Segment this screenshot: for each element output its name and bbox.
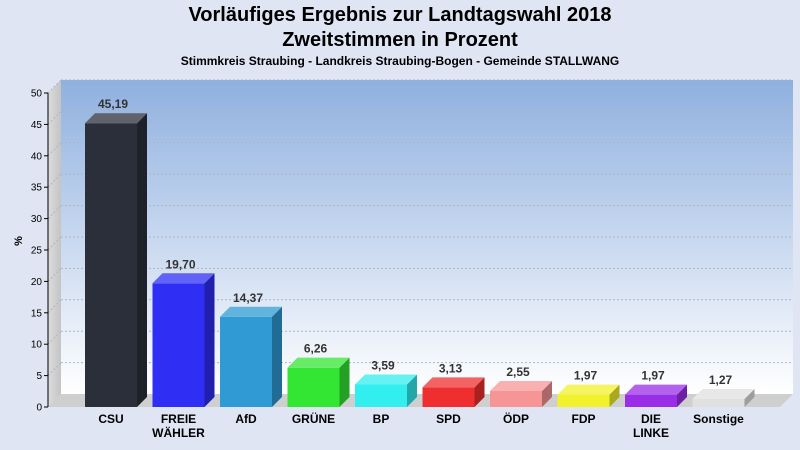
x-tick-label: FDP <box>572 412 596 426</box>
bar-front <box>557 394 610 407</box>
bar-top <box>625 384 687 395</box>
bar <box>490 380 552 407</box>
x-tick-label: Sonstige <box>693 412 744 426</box>
data-label: 3,59 <box>371 358 395 372</box>
bar-side <box>204 273 215 407</box>
data-label: 1,27 <box>709 373 733 387</box>
gridline-side <box>47 205 62 219</box>
x-tick-label: DIE LINKE <box>633 412 669 440</box>
bar-side <box>474 377 485 407</box>
x-tick-label-line: AfD <box>235 412 257 426</box>
x-tick-label-line: DIE <box>641 412 661 426</box>
gridline-side <box>47 111 62 125</box>
x-tick-label: AfD <box>235 412 257 426</box>
x-tick-label-line: ÖDP <box>503 411 529 426</box>
bar-front <box>220 316 272 407</box>
bar-top <box>287 357 350 368</box>
x-tick-label: FREIE WÄHLER <box>152 412 205 440</box>
bar-front <box>422 387 475 407</box>
x-tick-label-line: WÄHLER <box>152 425 205 440</box>
data-label: 14,37 <box>233 291 263 305</box>
bar <box>422 377 485 407</box>
bar-top <box>355 374 417 385</box>
bar-front <box>85 123 137 408</box>
gridline-side <box>47 330 62 345</box>
data-label: 3,13 <box>439 361 463 375</box>
bar-side <box>677 384 687 407</box>
bar-top <box>692 389 755 400</box>
x-tick-label-line: Sonstige <box>693 412 744 426</box>
chart-location: Stimmkreis Straubing - Landkreis Straubi… <box>180 54 620 68</box>
data-label: 6,26 <box>304 342 328 356</box>
bar-side <box>744 389 755 407</box>
y-tick-label: 10 <box>31 340 43 351</box>
x-tick-label: SPD <box>436 412 461 426</box>
gridline-side <box>47 268 62 282</box>
y-tick-label: 40 <box>31 151 43 162</box>
bar-top <box>422 377 485 388</box>
y-tick-label: 15 <box>31 308 43 319</box>
gridline-side <box>47 236 62 251</box>
bar <box>692 389 755 407</box>
bar-top <box>220 306 282 317</box>
bar <box>152 273 215 407</box>
data-label: 45,19 <box>98 97 128 111</box>
data-label: 2,55 <box>506 365 530 379</box>
bar-front <box>490 390 542 407</box>
bar <box>355 374 417 407</box>
bar-top <box>85 113 147 124</box>
data-label: 1,97 <box>574 369 598 383</box>
bar-side <box>137 113 147 408</box>
x-tick-label-line: CSU <box>98 412 123 426</box>
x-tick-label: GRÜNE <box>292 411 335 426</box>
bar <box>557 384 620 407</box>
gridline-side <box>47 79 62 94</box>
y-tick-label: 20 <box>31 277 43 288</box>
bar-front <box>152 283 205 407</box>
bar-side <box>407 374 417 407</box>
x-tick-label-line: BP <box>373 412 390 426</box>
y-tick-label: 50 <box>31 89 43 100</box>
bar-front <box>287 367 340 407</box>
x-tick-label: BP <box>373 412 390 426</box>
data-label: 1,97 <box>641 369 665 383</box>
y-tick-label: 5 <box>36 371 42 382</box>
bar-front <box>692 399 745 407</box>
data-label: 19,70 <box>165 257 195 271</box>
x-tick-label-line: SPD <box>436 412 461 426</box>
chart-subtitle: Zweitstimmen in Prozent <box>282 29 518 51</box>
y-axis-label: % <box>13 236 25 246</box>
bar-top <box>490 380 552 391</box>
bar-side <box>272 306 282 407</box>
bar-top <box>152 273 215 284</box>
bar-side <box>609 384 620 407</box>
bar <box>625 384 687 407</box>
bar <box>287 357 350 407</box>
y-tick-label: 0 <box>36 403 42 414</box>
gridline-side <box>47 142 62 157</box>
bar <box>220 306 282 407</box>
x-tick-label-line: LINKE <box>633 426 669 440</box>
x-tick-label-line: GRÜNE <box>292 411 335 426</box>
chart-title: Vorläufiges Ergebnis zur Landtagswahl 20… <box>188 4 612 26</box>
x-tick-label-line: FREIE <box>161 412 196 426</box>
y-tick-label: 45 <box>31 120 43 131</box>
y-tick-label: 30 <box>31 214 43 225</box>
bar-side <box>339 357 350 407</box>
bar-side <box>542 380 552 407</box>
y-tick-label: 35 <box>31 183 43 194</box>
x-tick-label: ÖDP <box>503 411 529 426</box>
gridline-side <box>47 299 62 314</box>
bar-front <box>355 384 407 407</box>
bar-front <box>625 394 677 407</box>
x-tick-label-line: FDP <box>572 412 596 426</box>
bar <box>85 113 147 408</box>
gridline-side <box>47 173 62 188</box>
y-tick-label: 25 <box>31 246 43 257</box>
gridline-side <box>47 362 62 376</box>
x-tick-label: CSU <box>98 412 123 426</box>
bar-top <box>557 384 620 395</box>
